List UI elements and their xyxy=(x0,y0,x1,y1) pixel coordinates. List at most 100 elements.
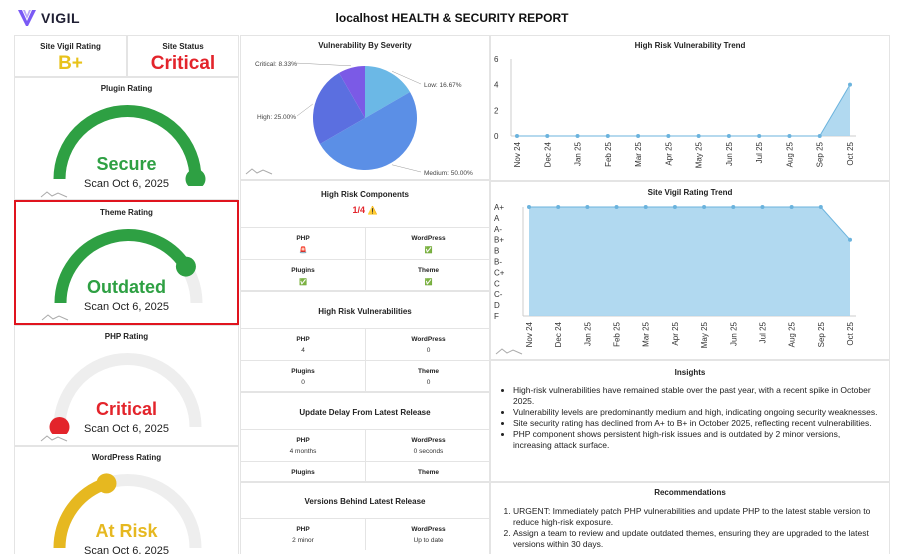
sparkline-icon xyxy=(495,348,523,355)
cell-value: Up to date xyxy=(413,537,444,544)
recommendation-item: Assign a team to review and update outda… xyxy=(513,528,883,550)
y-tick-label: F xyxy=(494,312,499,321)
versions-php: PHP 2 minor xyxy=(241,518,366,550)
x-tick-label: Dec 24 xyxy=(554,321,563,347)
delay-php: PHP 4 months xyxy=(241,429,366,461)
data-point xyxy=(643,205,648,209)
vuln-wordpress: WordPress 0 xyxy=(366,328,491,360)
y-tick-label: A+ xyxy=(494,203,504,212)
rating-trend-card: Site Vigil Rating Trend A+ A A- B+ B B- C+ C C- D… xyxy=(490,181,890,360)
cell-value: 4 months xyxy=(289,448,317,455)
cell-label: PHP xyxy=(296,437,310,444)
high-risk-trend-card: High Risk Vulnerability Trend 6 4 2 0 Nov 24… xyxy=(490,35,890,181)
insight-item: PHP component shows persistent high-risk… xyxy=(513,429,881,451)
cell-label: WordPress xyxy=(411,235,446,242)
report-title: localhost HEALTH & SECURITY REPORT xyxy=(335,11,569,25)
y-tick-label: C xyxy=(494,279,500,288)
gauge-scan-date: Scan Oct 6, 2025 xyxy=(84,301,169,313)
high-risk-components-title: High Risk Components xyxy=(320,190,409,199)
gauge-status: Outdated xyxy=(87,277,166,297)
brand-logo[interactable]: VIGIL xyxy=(18,10,80,26)
y-tick-label: B- xyxy=(494,258,502,267)
gauge-fill xyxy=(54,229,191,304)
cell-label: Plugins xyxy=(291,368,315,375)
pie-label: Critical: 8.33% xyxy=(255,61,297,68)
series-line xyxy=(529,206,851,241)
gauge-scan-date: Scan Oct 6, 2025 xyxy=(84,178,169,190)
site-vigil-rating-card: Site Vigil Rating B+ xyxy=(14,35,127,77)
gauge-title: PHP Rating xyxy=(104,332,149,341)
gauge-scan-date: Scan Oct 6, 2025 xyxy=(84,423,169,435)
check-icon: ✅ xyxy=(298,279,308,286)
recommendations-card: Recommendations URGENT: Immediately patc… xyxy=(490,482,890,554)
gauge-title: WordPress Rating xyxy=(91,453,162,462)
cell-label: PHP xyxy=(296,336,310,343)
data-point xyxy=(848,237,852,242)
theme-gauge xyxy=(54,229,203,304)
sparkline-icon xyxy=(41,314,69,321)
component-theme: Theme ✅ xyxy=(366,259,491,291)
pie-slice-medium xyxy=(319,92,417,170)
gauge-knob xyxy=(49,417,70,434)
insights-card: Insights High-risk vulnerabilities have … xyxy=(490,360,890,482)
recommendations-list: URGENT: Immediately patch PHP vulnerabil… xyxy=(491,506,889,550)
cell-label: Theme xyxy=(418,267,439,274)
y-tick-label: A xyxy=(494,214,500,223)
cell-label: WordPress xyxy=(411,336,446,343)
gauge-status: At Risk xyxy=(95,521,158,541)
y-tick-label: 6 xyxy=(494,55,499,64)
vuln-plugins: Plugins 0 xyxy=(241,360,366,392)
recommendation-item: URGENT: Immediately patch PHP vulnerabil… xyxy=(513,506,883,528)
warning-icon: ⚠️ xyxy=(367,206,378,215)
pie-slice-low xyxy=(365,66,411,118)
update-delay-title: Update Delay From Latest Release xyxy=(299,408,431,417)
data-point xyxy=(666,134,671,138)
x-tick-label: Feb 25 xyxy=(604,141,613,166)
top-bar: VIGIL localhost HEALTH & SECURITY REPORT xyxy=(0,0,904,35)
y-tick-label: C+ xyxy=(494,268,505,277)
cell-value: 0 xyxy=(301,379,305,386)
cell-label: WordPress xyxy=(411,437,446,444)
severity-chart-card: Vulnerability By Severity Low: 16.67% Med… xyxy=(240,35,490,180)
update-delay-card: Update Delay From Latest Release PHP 4 mo… xyxy=(240,392,491,482)
insight-item: Vulnerability levels are predominantly m… xyxy=(513,407,881,418)
gauge-knob xyxy=(96,473,117,494)
x-tick-label: Jul 25 xyxy=(755,141,764,163)
theme-rating-card: Theme Rating Outdated Scan Oct 6, 2025 xyxy=(14,200,239,325)
x-tick-label: Jan 25 xyxy=(583,321,592,346)
x-tick-label: Feb 25 xyxy=(613,321,622,346)
gauge-scan-date: Scan Oct 6, 2025 xyxy=(84,545,169,554)
delay-grid: PHP 4 months WordPress 0 seconds Plugins T… xyxy=(241,429,491,482)
pie-label: High: 25.00% xyxy=(257,114,296,121)
pie-leader-line xyxy=(391,71,422,85)
gauge-title: Plugin Rating xyxy=(100,84,153,93)
check-icon: ✅ xyxy=(424,279,433,286)
gauge-fill xyxy=(53,105,202,180)
y-tick-label: B+ xyxy=(494,236,504,245)
delay-theme: Theme xyxy=(366,461,491,482)
component-php: PHP 🚨 xyxy=(241,227,366,259)
data-point xyxy=(545,134,550,138)
high-risk-trend-title: High Risk Vulnerability Trend xyxy=(634,41,746,50)
components-grid: PHP 🚨 WordPress ✅ Plugins ✅ Theme ✅ xyxy=(241,227,491,291)
pie-leader-line xyxy=(391,164,422,173)
gauge-status: Critical xyxy=(95,399,158,419)
insights-title: Insights xyxy=(674,368,706,377)
area-fill xyxy=(529,207,850,316)
data-point xyxy=(636,134,641,138)
pie-slice-critical xyxy=(339,66,365,118)
y-tick-label: 4 xyxy=(494,81,499,90)
high-risk-trend-chart: 6 4 2 0 Nov 24 Dec 24 Jan 25 Feb 25 Mar 25 Apr 25… xyxy=(494,55,856,168)
check-icon: ✅ xyxy=(424,247,433,254)
vuln-php: PHP 4 xyxy=(241,328,366,360)
gauge-title: Theme Rating xyxy=(100,208,153,217)
data-point xyxy=(848,82,852,87)
cell-label: Plugins xyxy=(291,267,315,274)
insight-item: Site security rating has declined from A… xyxy=(513,418,881,429)
pie-leader-line xyxy=(294,62,352,67)
high-risk-components-card: High Risk Components 1/4 ⚠️ PHP 🚨 WordPre… xyxy=(240,180,491,291)
x-tick-label: Oct 25 xyxy=(846,321,855,345)
data-point xyxy=(726,134,731,138)
y-tick-label: D xyxy=(494,301,500,310)
x-tick-label: Aug 25 xyxy=(785,141,794,167)
